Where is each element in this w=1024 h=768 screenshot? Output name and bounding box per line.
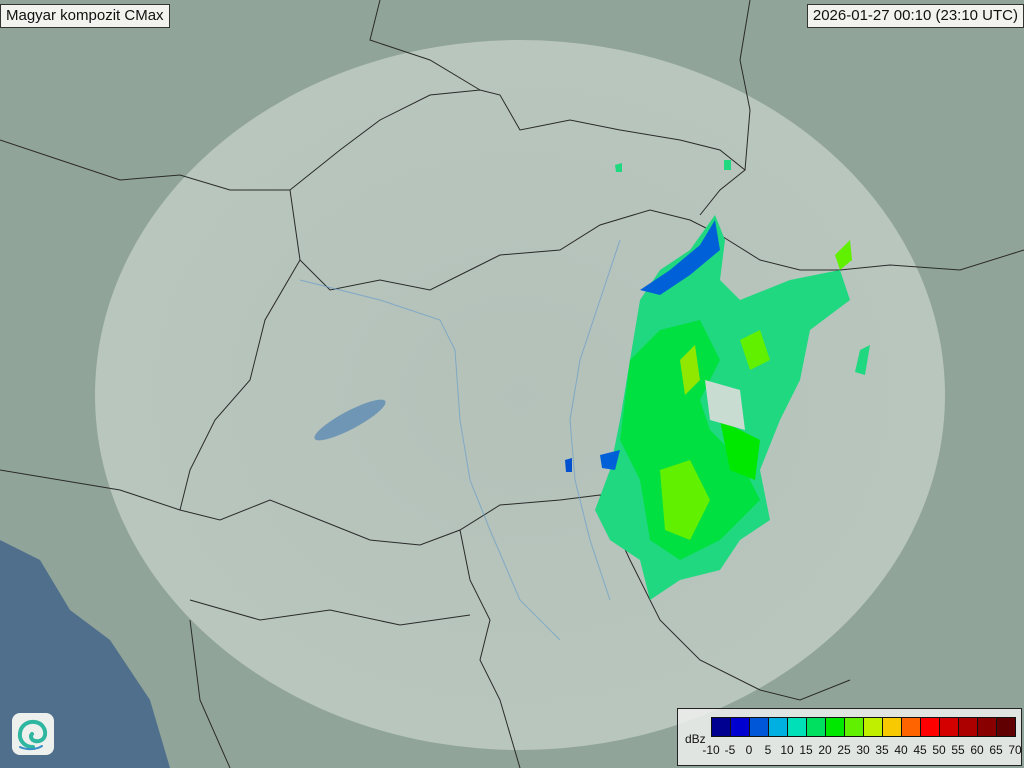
legend-tick-label: -5	[724, 743, 736, 757]
legend-tick-label: 50	[932, 743, 946, 757]
legend-ticks: -10 -5 0 5 10 15 20 25 30 35 40 45 50 55 60 65 70	[698, 743, 1024, 759]
legend-tick-label: 5	[764, 743, 772, 757]
swirl-logo-icon	[12, 713, 54, 755]
legend-swatch	[712, 718, 731, 736]
legend-swatch	[750, 718, 769, 736]
legend-swatch	[864, 718, 883, 736]
legend-swatch	[940, 718, 959, 736]
dbz-color-legend: dBz -10 -5 0 5 10 15 20 25 30 35 40 45 50 55 60 65 70	[677, 708, 1022, 766]
map-title: Magyar kompozit CMax	[0, 4, 170, 28]
radar-echoes	[565, 160, 870, 600]
legend-tick-label: 55	[951, 743, 965, 757]
legend-swatch	[902, 718, 921, 736]
legend-swatch	[731, 718, 750, 736]
legend-swatch	[769, 718, 788, 736]
legend-unit: dBz	[685, 732, 706, 746]
legend-swatch	[807, 718, 826, 736]
legend-swatch	[921, 718, 940, 736]
legend-tick-label: -10	[702, 743, 720, 757]
legend-tick-label: 25	[837, 743, 851, 757]
legend-tick-label: 0	[745, 743, 753, 757]
legend-swatch	[788, 718, 807, 736]
legend-swatch	[959, 718, 978, 736]
legend-swatch	[978, 718, 997, 736]
legend-swatch	[826, 718, 845, 736]
legend-tick-label: 65	[989, 743, 1003, 757]
legend-tick-label: 40	[894, 743, 908, 757]
legend-tick-label: 10	[780, 743, 794, 757]
legend-color-bar	[711, 717, 1016, 737]
legend-tick-label: 30	[856, 743, 870, 757]
legend-tick-label: 45	[913, 743, 927, 757]
timestamp-label: 2026-01-27 00:10 (23:10 UTC)	[806, 4, 1024, 28]
lake-balaton	[314, 399, 386, 441]
legend-tick-label: 35	[875, 743, 889, 757]
radar-coverage-area	[95, 40, 945, 750]
legend-swatch	[845, 718, 864, 736]
rivers	[299, 239, 621, 641]
legend-tick-label: 60	[970, 743, 984, 757]
legend-tick-label: 70	[1008, 743, 1022, 757]
legend-tick-label: 15	[799, 743, 813, 757]
legend-swatch	[883, 718, 902, 736]
legend-swatch	[997, 718, 1015, 736]
legend-tick-label: 20	[818, 743, 832, 757]
adriatic-sea	[0, 540, 170, 768]
